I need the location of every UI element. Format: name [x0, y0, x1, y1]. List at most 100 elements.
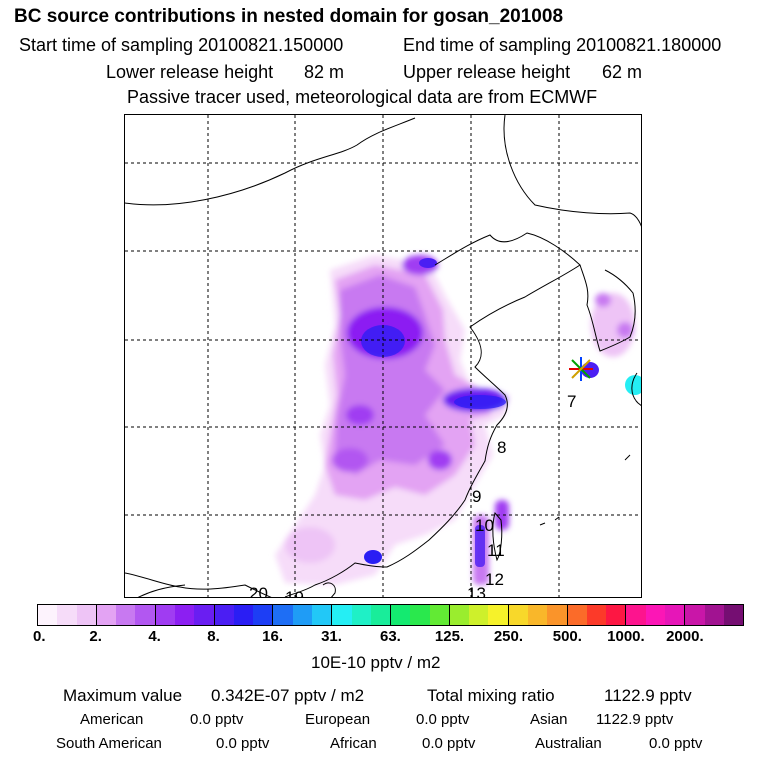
colorbar-tick-label: 4. — [148, 628, 161, 645]
total-mixing-value: 1122.9 pptv — [604, 686, 692, 705]
plume-strip-east2 — [495, 500, 509, 530]
laos-border — [137, 584, 186, 597]
colorbar-swatch — [508, 605, 529, 625]
colorbar-swatch — [233, 605, 254, 625]
mongolia-border — [125, 117, 416, 206]
colorbar-swatch — [449, 605, 470, 625]
colorbar-swatch — [96, 605, 117, 625]
lower-release-label: Lower release height — [106, 62, 274, 82]
american-value: 0.0 pptv — [190, 711, 244, 728]
korea-peninsula — [579, 264, 636, 352]
colorbar-swatch — [351, 605, 371, 625]
colorbar-tick-label: 250. — [493, 628, 524, 645]
colorbar-swatch — [332, 605, 352, 625]
colorbar-swatch — [704, 605, 724, 625]
china-east-coast — [284, 232, 581, 597]
upper-release-value: 62 m — [602, 62, 643, 82]
marker-10: 10 — [475, 516, 494, 535]
ryukyu-2 — [554, 516, 560, 521]
colorbar-tick-label: 63. — [380, 628, 401, 645]
plume-south-coast — [285, 527, 335, 563]
lat-lon-grid — [125, 115, 641, 597]
colorbar-swatch — [723, 605, 743, 625]
core-japan — [625, 375, 641, 395]
core-hk — [364, 550, 382, 564]
african-value: 0.0 pptv — [422, 735, 476, 752]
colorbar-units: 10E-10 pptv / m2 — [311, 653, 441, 672]
south-american-label: South American — [56, 735, 162, 752]
marker-19: 19 — [285, 588, 304, 598]
marker-12: 12 — [485, 570, 504, 589]
colorbar-swatch — [626, 605, 646, 625]
colorbar-tick-label: 2000. — [666, 628, 704, 645]
trajectory-markers: 7 8 9 10 11 12 13 20 19 — [249, 392, 576, 598]
core-north-blue — [361, 325, 405, 357]
european-value: 0.0 pptv — [416, 711, 470, 728]
plume-korea — [591, 293, 635, 357]
concentration-field — [275, 255, 635, 585]
colorbar-swatch — [292, 605, 312, 625]
colorbar-tick-label: 0. — [33, 628, 46, 645]
ryukyu-3 — [624, 454, 631, 461]
plume-korea-core2 — [617, 322, 633, 338]
colorbar-swatch — [273, 605, 293, 625]
colorbar-swatch — [135, 605, 156, 625]
african-label: African — [330, 735, 377, 752]
lower-release-value: 82 m — [304, 62, 345, 82]
australian-label: Australian — [535, 735, 602, 752]
max-value-label: Maximum value — [63, 686, 183, 705]
core-strip-blue — [475, 525, 485, 567]
european-label: European — [305, 711, 371, 728]
colorbar-tick-label: 500. — [552, 628, 582, 645]
colorbar-swatch — [665, 605, 686, 625]
colorbar-swatch — [214, 605, 234, 625]
colorbar-swatch — [38, 605, 58, 625]
hainan — [322, 582, 336, 597]
vietnam-border — [125, 572, 272, 597]
colorbar-swatch — [194, 605, 215, 625]
plot-title: BC source contributions in nested domain… — [14, 6, 564, 27]
colorbar-swatch — [567, 605, 587, 625]
receptor-star-icon — [569, 357, 593, 381]
colorbar-swatch — [429, 605, 450, 625]
marker-8: 8 — [497, 438, 506, 457]
colorbar-swatch — [645, 605, 665, 625]
plume-patch-c — [332, 448, 368, 472]
concentration-cores — [361, 258, 641, 567]
asian-value: 1122.9 pptv — [596, 711, 674, 728]
colorbar-swatch — [174, 605, 195, 625]
colorbar-swatch — [391, 605, 411, 625]
end-time-label: End time of sampling 20100821.180000 — [403, 35, 722, 55]
start-time-label: Start time of sampling 20100821.150000 — [19, 35, 344, 55]
colorbar-tick-label: 125. — [434, 628, 465, 645]
colorbar-swatch — [685, 605, 705, 625]
ryukyu-1 — [539, 522, 546, 526]
american-label: American — [80, 711, 144, 728]
map-canvas: 7 8 9 10 11 12 13 20 19 — [125, 115, 641, 598]
plume-patch-d — [428, 450, 452, 470]
colorbar-swatch — [488, 605, 509, 625]
colorbar-tick-label: 8. — [207, 628, 220, 645]
colorbar-tick-label: 31. — [321, 628, 342, 645]
colorbar-swatch — [155, 605, 175, 625]
marker-9: 9 — [472, 487, 481, 506]
plume-korea-core — [595, 293, 611, 307]
upper-release-label: Upper release height — [403, 62, 571, 82]
colorbar-tick-label: 1000. — [607, 628, 645, 645]
south-american-value: 0.0 pptv — [216, 735, 270, 752]
asian-label: Asian — [530, 711, 568, 728]
colorbar-swatch — [116, 605, 136, 625]
colorbar-swatch — [586, 605, 607, 625]
colorbar-swatch — [469, 605, 489, 625]
coastlines — [125, 115, 641, 597]
colorbar-swatch — [57, 605, 77, 625]
max-value: 0.342E-07 pptv / m2 — [211, 686, 365, 705]
plume-patch-b — [346, 405, 374, 425]
colorbar — [37, 604, 744, 626]
marker-11: 11 — [487, 541, 505, 560]
colorbar-tick-label: 2. — [89, 628, 102, 645]
core-yangtze-blue — [454, 395, 506, 409]
colorbar-swatch — [253, 605, 274, 625]
colorbar-tick-label: 16. — [262, 628, 284, 645]
australian-value: 0.0 pptv — [649, 735, 703, 752]
